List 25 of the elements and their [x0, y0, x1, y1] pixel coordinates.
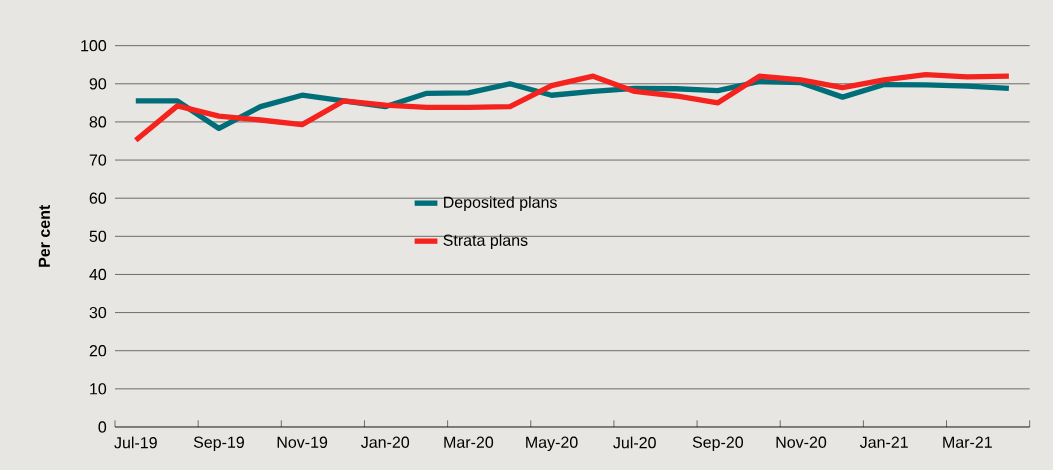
y-tick-label: 80: [89, 116, 107, 128]
x-tick-label: Mar-20: [444, 436, 494, 448]
x-tick-label: Jul-19: [114, 436, 157, 449]
y-tick-label: 70: [89, 154, 107, 166]
x-tick-label: May-20: [526, 436, 578, 452]
y-tick-label: 0: [98, 421, 107, 433]
y-tick-label: 60: [89, 192, 107, 204]
x-tick-label: Nov-19: [277, 436, 328, 448]
x-tick-label: Nov-20: [776, 436, 827, 448]
y-tick-label: 30: [89, 306, 107, 319]
y-tick-label: 50: [89, 230, 107, 242]
y-tick-label: 100: [81, 40, 107, 52]
x-tick-label: Sep-19: [193, 436, 244, 452]
x-tick-label: Jul-20: [613, 436, 656, 449]
y-axis-title: Per cent: [38, 204, 50, 267]
x-tick-label: Sep-20: [692, 436, 744, 452]
x-tick-label: Jan-21: [859, 436, 908, 448]
y-tick-label: 20: [89, 345, 107, 357]
legend-label: Deposited plans: [444, 196, 557, 212]
y-tick-label: 40: [89, 268, 107, 281]
y-tick-label: 10: [90, 383, 107, 395]
y-tick-label: 90: [89, 78, 107, 90]
x-tick-label: Mar-21: [943, 436, 992, 448]
x-tick-label: Jan-20: [361, 436, 410, 448]
legend-label: Strata plans: [443, 234, 528, 250]
